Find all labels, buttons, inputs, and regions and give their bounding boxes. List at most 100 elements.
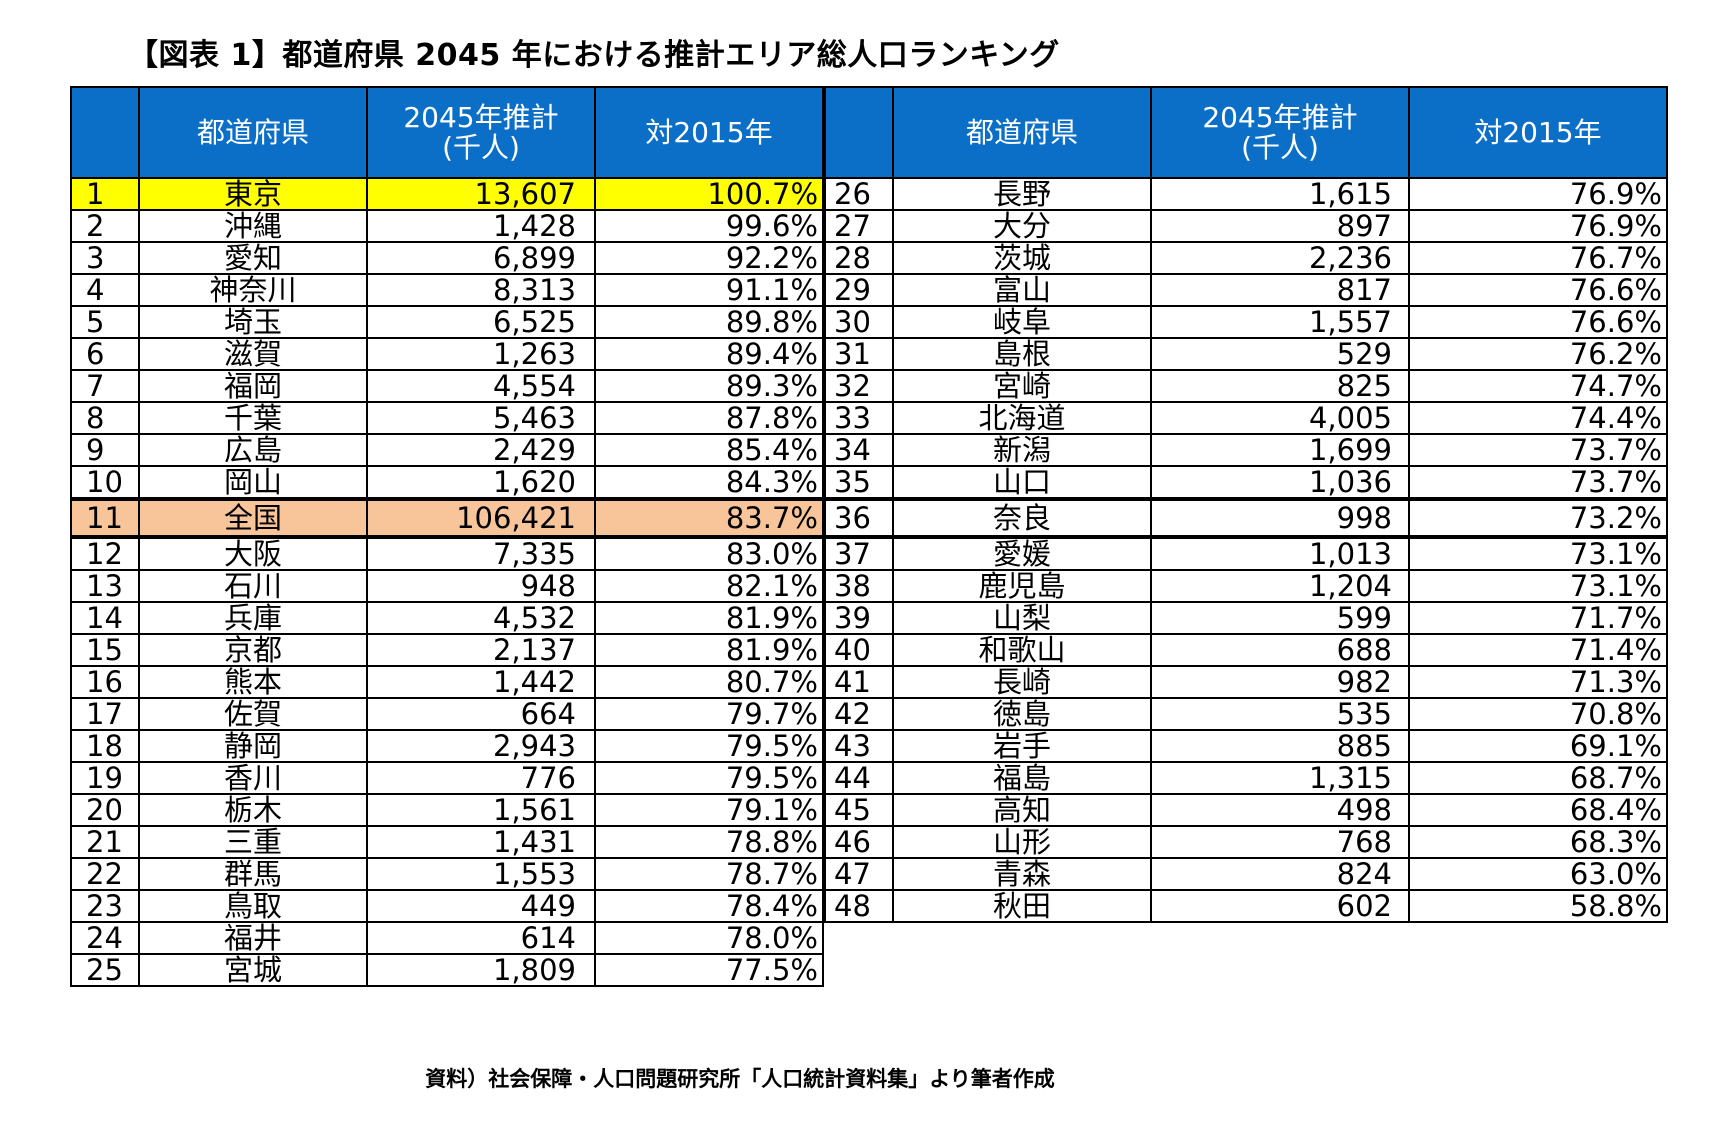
table-row: 43 岩手 885 69.1% [824, 730, 1668, 763]
rank-cell: 36 [824, 497, 894, 539]
population-cell: 1,013 [1150, 537, 1410, 571]
prefecture-cell: 茨城 [892, 242, 1152, 275]
population-cell: 1,036 [1150, 466, 1410, 500]
ratio-cell: 83.7% [594, 497, 824, 539]
prefecture-cell: 徳島 [892, 698, 1152, 731]
population-cell: 4,532 [366, 602, 596, 635]
population-cell: 982 [1150, 666, 1410, 699]
table-row: 29 富山 817 76.6% [824, 274, 1668, 307]
population-cell: 7,335 [366, 537, 596, 571]
ratio-cell: 78.7% [594, 858, 824, 891]
population-cell: 948 [366, 570, 596, 603]
prefecture-cell: 山形 [892, 826, 1152, 859]
ratio-cell: 83.0% [594, 537, 824, 571]
prefecture-cell: 岐阜 [892, 306, 1152, 339]
prefecture-cell: 宮崎 [892, 370, 1152, 403]
header-rank [824, 86, 894, 179]
population-cell: 1,699 [1150, 434, 1410, 467]
population-cell: 602 [1150, 890, 1410, 923]
table-row: 27 大分 897 76.9% [824, 210, 1668, 243]
population-cell: 664 [366, 698, 596, 731]
ratio-cell: 74.7% [1408, 370, 1668, 403]
population-cell: 614 [366, 922, 596, 955]
table-row: 18 静岡 2,943 79.5% [70, 730, 824, 763]
prefecture-cell: 青森 [892, 858, 1152, 891]
prefecture-cell: 佐賀 [138, 698, 368, 731]
table-row: 14 兵庫 4,532 81.9% [70, 602, 824, 635]
ratio-cell: 79.5% [594, 762, 824, 795]
ratio-cell: 58.8% [1408, 890, 1668, 923]
population-cell: 1,263 [366, 338, 596, 371]
population-cell: 885 [1150, 730, 1410, 763]
prefecture-cell: 愛媛 [892, 537, 1152, 571]
rank-cell: 9 [70, 434, 140, 467]
ratio-cell: 71.3% [1408, 666, 1668, 699]
table-row: 17 佐賀 664 79.7% [70, 698, 824, 731]
prefecture-cell: 北海道 [892, 402, 1152, 435]
header-row: 都道府県 2045年推計 (千人) 対2015年 [70, 86, 824, 179]
rank-cell: 10 [70, 466, 140, 500]
rank-cell: 11 [70, 497, 140, 539]
rank-cell: 6 [70, 338, 140, 371]
ratio-cell: 69.1% [1408, 730, 1668, 763]
ratio-cell: 68.4% [1408, 794, 1668, 827]
rank-cell: 12 [70, 537, 140, 571]
prefecture-cell: 兵庫 [138, 602, 368, 635]
rank-cell: 45 [824, 794, 894, 827]
ratio-cell: 76.7% [1408, 242, 1668, 275]
ratio-cell: 73.7% [1408, 434, 1668, 467]
prefecture-cell: 島根 [892, 338, 1152, 371]
header-population: 2045年推計 (千人) [366, 86, 596, 179]
figure-title: 【図表 1】都道府県 2045 年における推計エリア総人口ランキング [128, 38, 1060, 73]
population-cell: 449 [366, 890, 596, 923]
ratio-cell: 74.4% [1408, 402, 1668, 435]
table-row: 42 徳島 535 70.8% [824, 698, 1668, 731]
rank-cell: 40 [824, 634, 894, 667]
ratio-cell: 100.7% [594, 178, 824, 211]
prefecture-cell: 長野 [892, 178, 1152, 211]
prefecture-cell: 高知 [892, 794, 1152, 827]
population-cell: 529 [1150, 338, 1410, 371]
prefecture-cell: 広島 [138, 434, 368, 467]
population-cell: 498 [1150, 794, 1410, 827]
ratio-cell: 89.8% [594, 306, 824, 339]
header-row: 都道府県 2045年推計 (千人) 対2015年 [824, 86, 1668, 179]
table-row: 3 愛知 6,899 92.2% [70, 242, 824, 275]
ratio-cell: 79.7% [594, 698, 824, 731]
ratio-cell: 70.8% [1408, 698, 1668, 731]
table-row: 25 宮城 1,809 77.5% [70, 954, 824, 987]
header-population-line1: 2045年推計 [403, 100, 559, 134]
table-row: 47 青森 824 63.0% [824, 858, 1668, 891]
ratio-cell: 76.9% [1408, 178, 1668, 211]
rank-cell: 46 [824, 826, 894, 859]
table-row: 37 愛媛 1,013 73.1% [824, 537, 1668, 571]
rank-cell: 39 [824, 602, 894, 635]
population-cell: 1,615 [1150, 178, 1410, 211]
rank-cell: 37 [824, 537, 894, 571]
rank-cell: 2 [70, 210, 140, 243]
table-row: 10 岡山 1,620 84.3% [70, 466, 824, 500]
population-cell: 897 [1150, 210, 1410, 243]
population-cell: 106,421 [366, 497, 596, 539]
rank-cell: 43 [824, 730, 894, 763]
rank-cell: 24 [70, 922, 140, 955]
ratio-cell: 79.1% [594, 794, 824, 827]
table-row: 22 群馬 1,553 78.7% [70, 858, 824, 891]
rank-cell: 38 [824, 570, 894, 603]
prefecture-cell: 全国 [138, 497, 368, 539]
population-cell: 1,431 [366, 826, 596, 859]
ranking-table-right: 都道府県 2045年推計 (千人) 対2015年 26 長野 1,615 76.9% 2… [824, 86, 1668, 923]
population-cell: 768 [1150, 826, 1410, 859]
prefecture-cell: 滋賀 [138, 338, 368, 371]
header-population: 2045年推計 (千人) [1150, 86, 1410, 179]
population-cell: 1,315 [1150, 762, 1410, 795]
population-cell: 1,428 [366, 210, 596, 243]
rank-cell: 19 [70, 762, 140, 795]
rank-cell: 1 [70, 178, 140, 211]
prefecture-cell: 福島 [892, 762, 1152, 795]
prefecture-cell: 群馬 [138, 858, 368, 891]
prefecture-cell: 東京 [138, 178, 368, 211]
table-row: 26 長野 1,615 76.9% [824, 178, 1668, 211]
rank-cell: 31 [824, 338, 894, 371]
prefecture-cell: 栃木 [138, 794, 368, 827]
